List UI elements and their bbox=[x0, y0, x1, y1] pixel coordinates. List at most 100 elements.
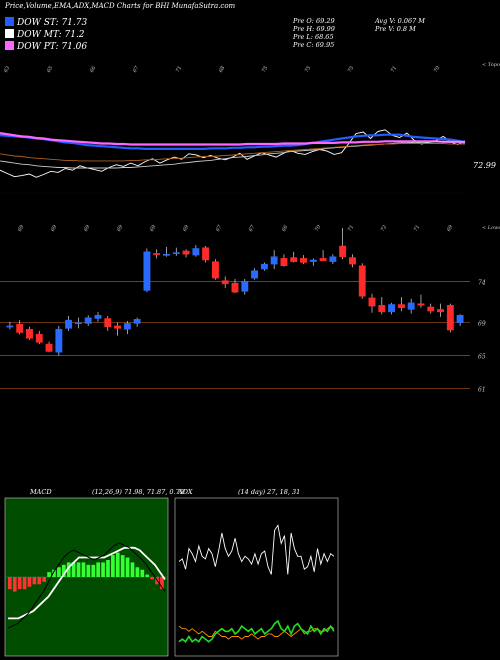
macd-signal-line bbox=[8, 546, 166, 620]
macd-hist-bar-pos bbox=[96, 562, 100, 577]
ema-bottom-label: 69 bbox=[116, 224, 125, 233]
ema-bottom-label: 70 bbox=[314, 224, 323, 233]
candle-up bbox=[6, 325, 14, 328]
candle-up bbox=[388, 304, 396, 313]
ema-bottom-label: 71 bbox=[347, 224, 355, 233]
ema-top-label: 70 bbox=[433, 65, 442, 74]
candle-up bbox=[456, 314, 464, 323]
candle-down bbox=[446, 305, 454, 331]
ema-bottom-label: 69 bbox=[50, 224, 59, 233]
ema-bottom-label: 69 bbox=[446, 224, 455, 233]
macd-hist-bar-pos bbox=[66, 562, 71, 577]
candle-up bbox=[260, 263, 268, 270]
macd-hist-bar-pos bbox=[91, 564, 96, 577]
ema-top-label: 75 bbox=[304, 65, 312, 74]
macd-hist-bar-neg bbox=[27, 577, 32, 587]
dow-pt-swatch bbox=[5, 41, 14, 50]
stat-prev-volume: Pre V: 0.8 M bbox=[375, 25, 416, 33]
ema-series-line-2 bbox=[0, 132, 466, 146]
macd-hist-bar-neg bbox=[42, 577, 47, 582]
candle-up bbox=[94, 314, 102, 319]
macd-hist-bar-pos bbox=[52, 569, 56, 577]
ema-top-label: 75 bbox=[261, 65, 269, 74]
candle-down bbox=[358, 265, 366, 297]
candle-down bbox=[290, 257, 298, 262]
candle-down bbox=[300, 258, 307, 263]
chart-title: Price,Volume,EMA,ADX,MACD Charts for BHI… bbox=[5, 2, 236, 10]
macd-hist-bar-pos bbox=[86, 564, 91, 577]
candle-down bbox=[339, 245, 347, 257]
candle-up bbox=[172, 252, 180, 255]
candle-up bbox=[133, 319, 141, 324]
macd-hist-bar-pos bbox=[135, 567, 140, 577]
macd-hist-bar-pos bbox=[130, 562, 135, 577]
candle-down bbox=[202, 247, 210, 261]
macd-hist-bar-neg bbox=[32, 577, 37, 585]
macd-hist-bar-neg bbox=[150, 577, 154, 580]
candle-down bbox=[35, 333, 43, 343]
dow-pt-legend: DOW PT: 71.06 bbox=[5, 41, 87, 52]
ema-bottom-label: 71 bbox=[413, 224, 421, 233]
ema-top-label: 65 bbox=[46, 65, 54, 74]
macd-hist-bar-pos bbox=[120, 555, 125, 577]
macd-hist-bar-pos bbox=[81, 562, 86, 577]
macd-hist-bar-pos bbox=[76, 562, 81, 577]
macd-hist-bar-pos bbox=[61, 564, 66, 577]
ema-bottom-label: 66 bbox=[281, 224, 290, 233]
candle-up bbox=[192, 248, 200, 256]
ema-side-label-bottom: < Lowes bbox=[482, 225, 500, 231]
candle-up bbox=[74, 322, 82, 325]
adx-params: (14 day) 27, 18, 31 bbox=[238, 488, 301, 496]
ema-last-value: 72.99 bbox=[473, 161, 496, 170]
macd-hist-bar-pos bbox=[111, 555, 115, 577]
price-level-label: 65 bbox=[478, 354, 486, 361]
candle-up bbox=[309, 259, 317, 262]
ema-top-label: 68 bbox=[218, 65, 226, 74]
stat-close: Pre C: 69.95 bbox=[293, 41, 335, 49]
macd-hist-bar-neg bbox=[160, 577, 164, 590]
price-level-label: 61 bbox=[478, 387, 486, 394]
macd-params: (12,26,9) 71.98, 71.87, 0.79 bbox=[92, 488, 184, 496]
candle-down bbox=[221, 280, 229, 285]
dow-st-legend: DOW ST: 71.73 bbox=[5, 17, 87, 28]
candle-down bbox=[348, 257, 356, 265]
candle-down bbox=[104, 318, 112, 327]
ema-series-line-4 bbox=[0, 143, 465, 162]
macd-hist-bar-pos bbox=[125, 557, 130, 577]
macd-hist-bar-neg bbox=[37, 577, 42, 585]
macd-hist-bar-neg bbox=[17, 577, 22, 590]
ema-top-label: 71 bbox=[175, 65, 183, 74]
ema-bottom-label: 69 bbox=[182, 224, 191, 233]
macd-hist-bar-pos bbox=[145, 574, 150, 577]
candle-down bbox=[437, 309, 444, 313]
ema-top-label: 67 bbox=[132, 65, 141, 74]
candle-up bbox=[123, 323, 131, 330]
candle-down bbox=[231, 282, 239, 293]
ema-series-line-1 bbox=[0, 133, 466, 150]
candle-down bbox=[427, 306, 435, 312]
stat-low: Pre L: 68.65 bbox=[293, 33, 334, 41]
adx-title: ADX bbox=[178, 488, 193, 496]
ema-bottom-label: 67 bbox=[248, 224, 257, 233]
candle-up bbox=[329, 256, 337, 262]
ema-top-label: 75 bbox=[347, 65, 355, 74]
ema-bottom-label: 69 bbox=[149, 224, 158, 233]
dow-st-swatch bbox=[5, 17, 14, 26]
macd-line bbox=[7, 542, 166, 629]
candle-up bbox=[407, 302, 415, 310]
candle-down bbox=[26, 328, 33, 339]
candle-up bbox=[163, 253, 170, 256]
candle-up bbox=[251, 270, 259, 279]
macd-hist-bar-pos bbox=[140, 569, 145, 577]
macd-hist-bar-pos bbox=[101, 562, 105, 577]
chart-header: Price,Volume,EMA,ADX,MACD Charts for BHI… bbox=[0, 0, 500, 60]
stat-open: Pre O: 69.29 bbox=[293, 17, 335, 25]
candle-down bbox=[45, 343, 53, 352]
candle-down bbox=[368, 297, 376, 307]
macd-hist-bar-neg bbox=[8, 577, 12, 590]
dow-mt-legend: DOW MT: 71.2 bbox=[5, 29, 85, 40]
macd-hist-bar-pos bbox=[47, 572, 51, 577]
macd-hist-bar-pos bbox=[106, 559, 110, 577]
candle-down bbox=[417, 303, 425, 306]
